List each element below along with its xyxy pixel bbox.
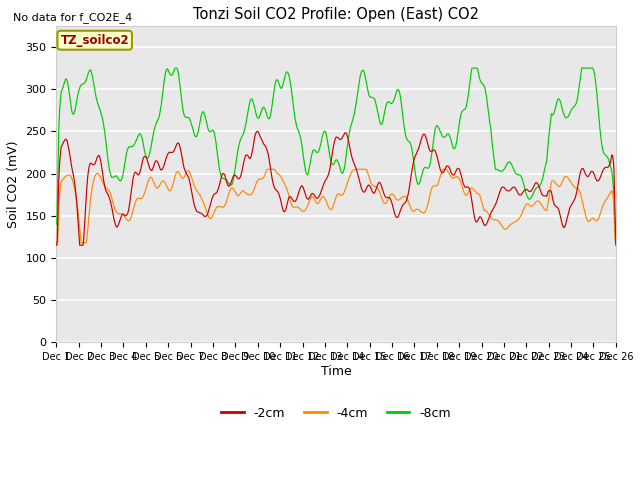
X-axis label: Time: Time bbox=[321, 365, 351, 378]
Legend: -2cm, -4cm, -8cm: -2cm, -4cm, -8cm bbox=[216, 402, 456, 424]
Text: No data for f_CO2E_4: No data for f_CO2E_4 bbox=[13, 12, 132, 23]
Title: Tonzi Soil CO2 Profile: Open (East) CO2: Tonzi Soil CO2 Profile: Open (East) CO2 bbox=[193, 7, 479, 22]
Y-axis label: Soil CO2 (mV): Soil CO2 (mV) bbox=[7, 140, 20, 228]
Text: TZ_soilco2: TZ_soilco2 bbox=[60, 34, 129, 47]
